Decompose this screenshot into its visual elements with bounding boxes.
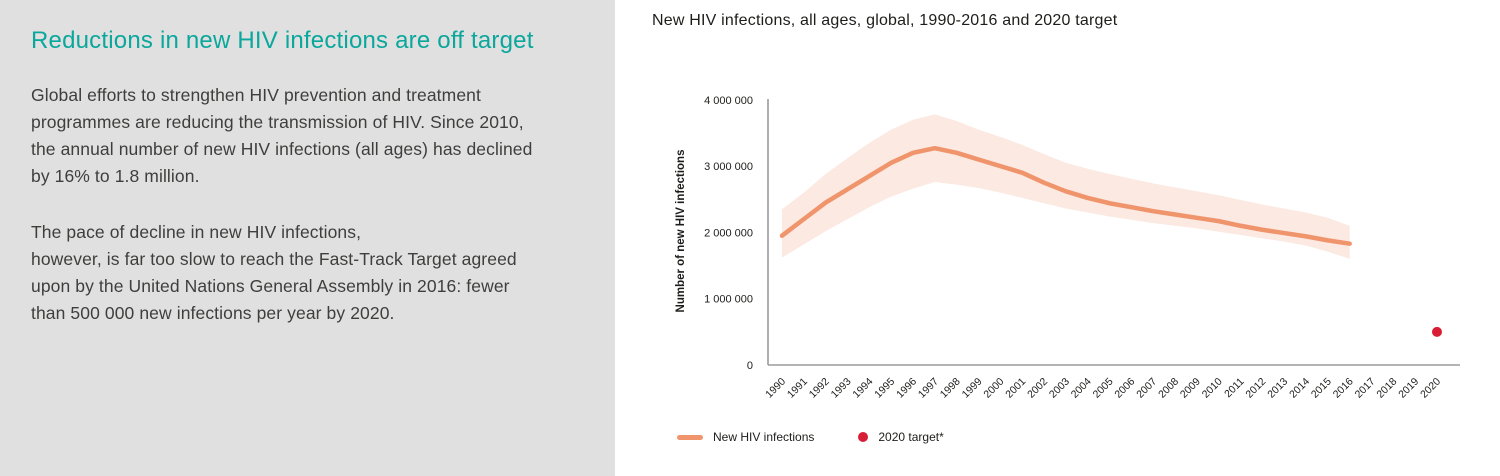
x-tick-label: 2009 (1178, 376, 1203, 401)
x-tick-label: 1991 (785, 376, 810, 401)
legend-item-infections: New HIV infections (677, 430, 814, 444)
x-tick-label: 2000 (981, 376, 1006, 401)
x-tick-label: 1994 (850, 376, 875, 401)
x-tick-label: 2006 (1112, 376, 1137, 401)
x-tick-label: 1995 (872, 376, 897, 401)
y-tick-label: 3 000 000 (704, 161, 753, 173)
x-tick-label: 2004 (1069, 376, 1094, 401)
line-swatch-icon (677, 434, 703, 440)
chart-panel: New HIV infections, all ages, global, 19… (615, 0, 1500, 476)
x-tick-label: 2007 (1134, 376, 1159, 401)
x-tick-label: 1992 (807, 376, 832, 401)
y-axis-title: Number of new HIV infections (675, 150, 687, 313)
x-tick-label: 2005 (1091, 376, 1116, 401)
x-tick-label: 2019 (1396, 376, 1421, 401)
hiv-infections-chart: 0 1 000 000 2 000 000 3 000 000 4 000 000 199… (675, 95, 1460, 401)
x-tick-label: 2020 (1418, 376, 1443, 401)
x-tick-label: 2015 (1309, 376, 1334, 401)
legend-item-target: 2020 target* (858, 430, 944, 444)
x-tick-label: 1997 (916, 376, 941, 401)
infections-line (779, 145, 1352, 246)
x-tick-label: 2016 (1331, 376, 1356, 401)
intro-panel: Reductions in new HIV infections are off… (0, 0, 615, 476)
y-tick-label: 4 000 000 (704, 95, 753, 107)
x-tick-label: 2017 (1353, 376, 1378, 401)
x-tick-label: 2012 (1243, 376, 1268, 401)
y-tick-label: 1 000 000 (704, 294, 753, 306)
x-tick-label: 1996 (894, 376, 919, 401)
panel-paragraph-2: The pace of decline in new HIV infection… (31, 222, 517, 323)
chart-title: New HIV infections, all ages, global, 19… (652, 12, 1118, 29)
x-tick-label: 2001 (1003, 376, 1028, 401)
x-tick-label: 2011 (1222, 376, 1247, 401)
uncertainty-band (782, 114, 1350, 259)
x-tick-label: 2008 (1156, 376, 1181, 401)
x-tick-label: 1993 (829, 376, 854, 401)
target-dot (1431, 326, 1442, 337)
chart-legend: New HIV infections 2020 target* (677, 430, 944, 444)
x-tick-label: 2018 (1374, 376, 1399, 401)
legend-target-label: 2020 target* (878, 430, 944, 444)
target-dot-icon (858, 432, 869, 442)
x-tick-label: 1999 (960, 376, 985, 401)
x-tick-label: 1998 (938, 376, 963, 401)
x-tick-label: 2014 (1287, 376, 1312, 401)
x-tick-label: 2010 (1200, 376, 1225, 401)
x-tick-label: 2002 (1025, 376, 1050, 401)
panel-heading: Reductions in new HIV infections are off… (31, 27, 534, 54)
panel-paragraph-1: Global efforts to strengthen HIV prevent… (31, 85, 533, 186)
x-tick-label: 2003 (1047, 376, 1072, 401)
x-tick-label: 1990 (763, 376, 788, 401)
legend-infections-label: New HIV infections (713, 430, 815, 444)
y-tick-label: 2 000 000 (704, 227, 753, 239)
x-tick-label: 2013 (1265, 376, 1290, 401)
y-tick-label: 0 (747, 360, 753, 372)
